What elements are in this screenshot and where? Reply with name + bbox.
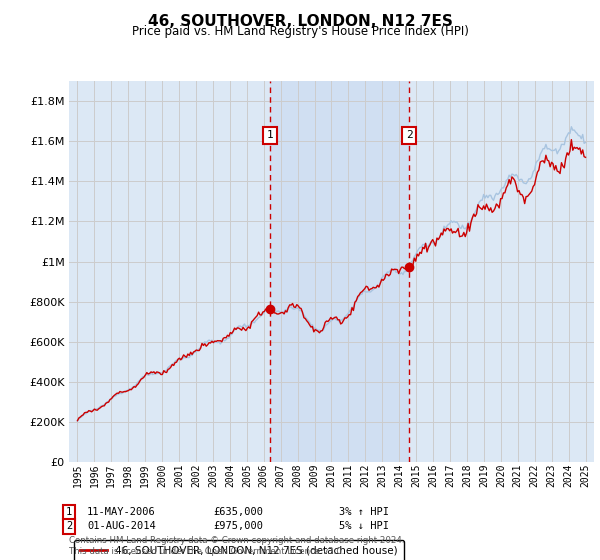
Text: 5% ↓ HPI: 5% ↓ HPI (339, 521, 389, 531)
Text: Price paid vs. HM Land Registry's House Price Index (HPI): Price paid vs. HM Land Registry's House … (131, 25, 469, 38)
Text: 46, SOUTHOVER, LONDON, N12 7ES: 46, SOUTHOVER, LONDON, N12 7ES (148, 14, 452, 29)
Text: £975,000: £975,000 (213, 521, 263, 531)
Bar (270, 81, 409, 462)
Text: 01-AUG-2014: 01-AUG-2014 (87, 521, 156, 531)
Text: 11-MAY-2006: 11-MAY-2006 (87, 507, 156, 517)
Text: £635,000: £635,000 (213, 507, 263, 517)
Text: 1: 1 (266, 130, 273, 141)
Text: 3% ↑ HPI: 3% ↑ HPI (339, 507, 389, 517)
Text: 2: 2 (406, 130, 412, 141)
Text: 2: 2 (66, 521, 72, 531)
Legend: 46, SOUTHOVER, LONDON, N12 7ES (detached house), HPI: Average price, detached ho: 46, SOUTHOVER, LONDON, N12 7ES (detached… (74, 540, 404, 560)
Text: 1: 1 (66, 507, 72, 517)
Text: Contains HM Land Registry data © Crown copyright and database right 2024.
This d: Contains HM Land Registry data © Crown c… (69, 536, 404, 556)
